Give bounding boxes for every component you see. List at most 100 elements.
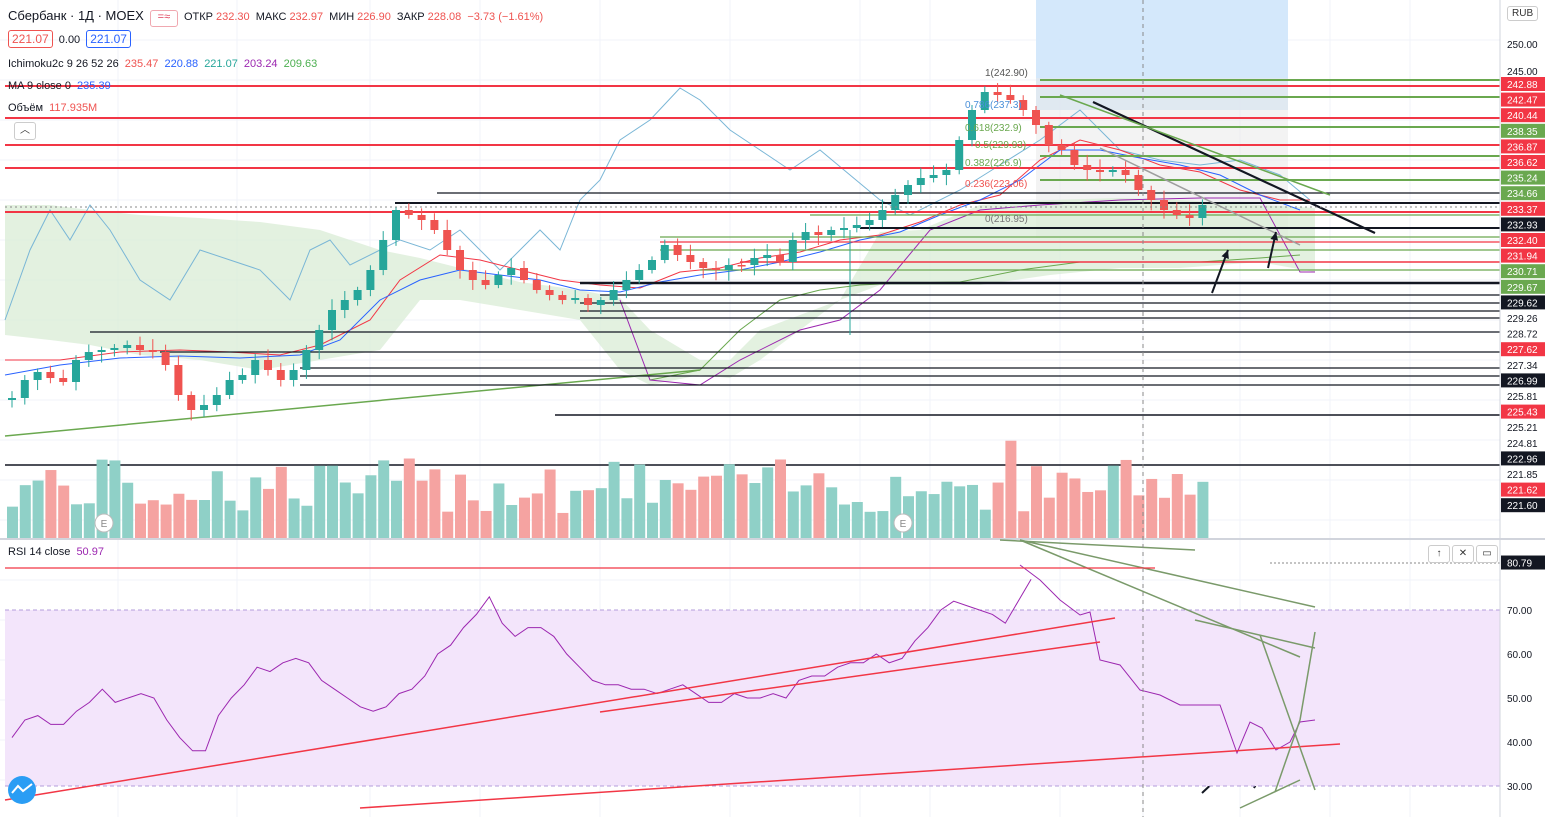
volume-bar bbox=[839, 504, 850, 538]
volume-bar bbox=[1171, 474, 1183, 538]
bid-pill[interactable]: 221.07 bbox=[8, 30, 53, 48]
price-axis-label: 234.66 bbox=[1507, 189, 1538, 200]
candle-body bbox=[456, 250, 464, 270]
price-axis-label: 238.35 bbox=[1507, 127, 1538, 138]
candle-body bbox=[1032, 110, 1040, 125]
ask-pill[interactable]: 221.07 bbox=[86, 30, 131, 48]
price-tag bbox=[1501, 404, 1545, 419]
price-tag bbox=[1501, 155, 1545, 169]
rsi-axis[interactable]: 80.79 70.00 60.00 50.00 40.00 30.00 bbox=[1501, 555, 1545, 793]
volume-bar bbox=[1018, 511, 1030, 538]
symbol-name[interactable]: Сбербанк · 1Д · MOEX bbox=[8, 8, 144, 23]
ma-legend[interactable]: MA 9 close 0 235.39 bbox=[8, 80, 114, 92]
volume-bar bbox=[659, 479, 671, 538]
candle-body bbox=[686, 255, 695, 262]
price-tag bbox=[1501, 186, 1545, 201]
price-axis-label: 225.21 bbox=[1507, 423, 1538, 434]
chikou-line bbox=[4, 87, 1311, 321]
candle-body bbox=[968, 110, 976, 140]
volume-legend[interactable]: Объём 117.935M bbox=[8, 102, 100, 114]
arrow-head bbox=[1270, 232, 1279, 241]
open-value: 232.30 bbox=[215, 11, 250, 23]
earnings-marker-2[interactable] bbox=[893, 513, 913, 533]
horizontal-levels bbox=[5, 79, 1500, 466]
volume-bar bbox=[711, 475, 722, 538]
price-tag bbox=[1501, 108, 1545, 123]
logo-wave bbox=[11, 783, 33, 794]
ichimoku-value-4: 203.24 bbox=[243, 58, 278, 70]
price-axis-label: 221.62 bbox=[1507, 486, 1538, 497]
volume-bar bbox=[647, 502, 658, 538]
price-tag bbox=[1501, 233, 1545, 247]
volume-bar bbox=[570, 490, 582, 538]
ichimoku-value-1: 235.47 bbox=[124, 58, 159, 70]
volume-bar bbox=[1043, 497, 1055, 538]
price-axis-label: 227.62 bbox=[1507, 345, 1538, 356]
currency-button[interactable]: RUB bbox=[1507, 6, 1539, 21]
ichimoku-legend[interactable]: Ichimoku2c 9 26 52 26 235.47 220.88 221.… bbox=[8, 58, 320, 70]
volume-bar bbox=[1146, 478, 1158, 538]
ichimoku-label: Ichimoku2c 9 26 52 26 bbox=[8, 58, 119, 70]
candle-body bbox=[840, 228, 848, 230]
price-tag bbox=[1501, 373, 1545, 388]
rsi-trend-green bbox=[1194, 619, 1316, 649]
volume-bar bbox=[122, 482, 134, 538]
volume-bar bbox=[224, 500, 236, 538]
candle-body bbox=[980, 92, 989, 110]
candle-body bbox=[1108, 170, 1117, 172]
ichimoku-value-5: 209.63 bbox=[283, 58, 318, 70]
rsi-legend[interactable]: RSI 14 close 50.97 bbox=[8, 546, 107, 558]
price-tag bbox=[1501, 92, 1545, 107]
ma-label: MA 9 close 0 bbox=[8, 80, 71, 92]
candle-body bbox=[328, 310, 336, 330]
trend-lines[interactable] bbox=[849, 94, 1376, 335]
volume-bar bbox=[775, 459, 786, 538]
candle-body bbox=[571, 298, 580, 300]
close-value: 228.08 bbox=[427, 11, 462, 23]
candle-body bbox=[750, 258, 759, 265]
candle-body bbox=[1044, 125, 1053, 145]
symbol-legend: Сбербанк · 1Д · MOEX =≈ ОТКР 232.30 МАКС 2… bbox=[8, 8, 546, 27]
pane-close-button[interactable]: ✕ bbox=[1452, 545, 1474, 563]
candle-body bbox=[404, 210, 413, 215]
candle-body bbox=[8, 398, 16, 400]
bid-ask-row: 221.07 0.00 221.07 bbox=[8, 30, 134, 48]
volume-bar bbox=[736, 474, 748, 538]
volume-bar bbox=[288, 498, 300, 538]
volume-value: 117.935M bbox=[49, 102, 98, 114]
price-axis[interactable]: 250.00 245.00 242.88 242.47 240.44 238.35 236.… bbox=[1501, 40, 1545, 513]
rsi-trend-lines[interactable] bbox=[4, 539, 1341, 809]
candle-body bbox=[993, 92, 1002, 95]
candle-body bbox=[699, 262, 708, 268]
candle-body bbox=[520, 268, 528, 280]
compare-icon[interactable]: =≈ bbox=[149, 10, 178, 27]
rsi-axis-label: 40.00 bbox=[1507, 738, 1532, 749]
fib-retracement[interactable]: 1(242.90) 0.786(237.3) 0.618(232.9) 0.5(229… bbox=[965, 68, 1028, 225]
volume-bar bbox=[160, 504, 172, 538]
volume-bar bbox=[429, 469, 441, 538]
candle-body bbox=[1070, 150, 1079, 165]
pane-maximize-button[interactable]: ▭ bbox=[1476, 545, 1498, 563]
candle-body bbox=[72, 360, 80, 382]
rsi-label: RSI 14 close bbox=[8, 546, 71, 558]
volume-bar bbox=[416, 480, 428, 538]
earnings-marker-1[interactable] bbox=[94, 513, 114, 533]
volume-bar bbox=[557, 512, 569, 538]
candle-body bbox=[187, 395, 196, 410]
candle-body bbox=[1172, 210, 1181, 215]
candle-body bbox=[315, 330, 324, 350]
volume-bar bbox=[339, 482, 351, 538]
collapse-legend-button[interactable]: ︿ bbox=[14, 122, 36, 140]
candle-body bbox=[1096, 170, 1104, 172]
rsi-trend-green bbox=[1239, 779, 1301, 809]
candle-body bbox=[468, 270, 477, 280]
candle-body bbox=[481, 280, 490, 285]
volume-bar bbox=[685, 489, 697, 538]
volume-bar bbox=[199, 500, 210, 538]
open-label: ОТКР bbox=[183, 11, 213, 23]
volume-bar bbox=[96, 459, 108, 538]
pane-up-button[interactable]: ↑ bbox=[1428, 545, 1450, 563]
rsi-trend-green bbox=[999, 539, 1196, 551]
candle-body bbox=[276, 370, 285, 380]
